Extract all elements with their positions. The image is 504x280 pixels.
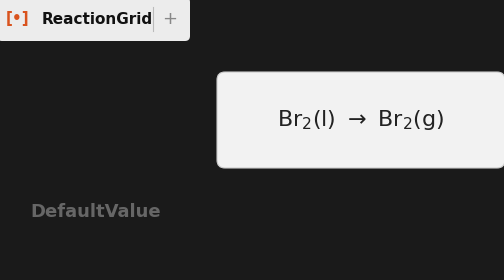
Text: $\mathrm{Br}_2\mathrm{(l)}\ \rightarrow\ \mathrm{Br}_2\mathrm{(g)}$: $\mathrm{Br}_2\mathrm{(l)}\ \rightarrow\… bbox=[277, 108, 445, 132]
FancyBboxPatch shape bbox=[0, 0, 190, 41]
Text: +: + bbox=[162, 10, 177, 28]
Text: DefaultValue: DefaultValue bbox=[30, 203, 161, 221]
Text: ReactionGrid: ReactionGrid bbox=[41, 11, 153, 27]
FancyBboxPatch shape bbox=[217, 72, 504, 168]
Text: [•]: [•] bbox=[6, 11, 30, 27]
